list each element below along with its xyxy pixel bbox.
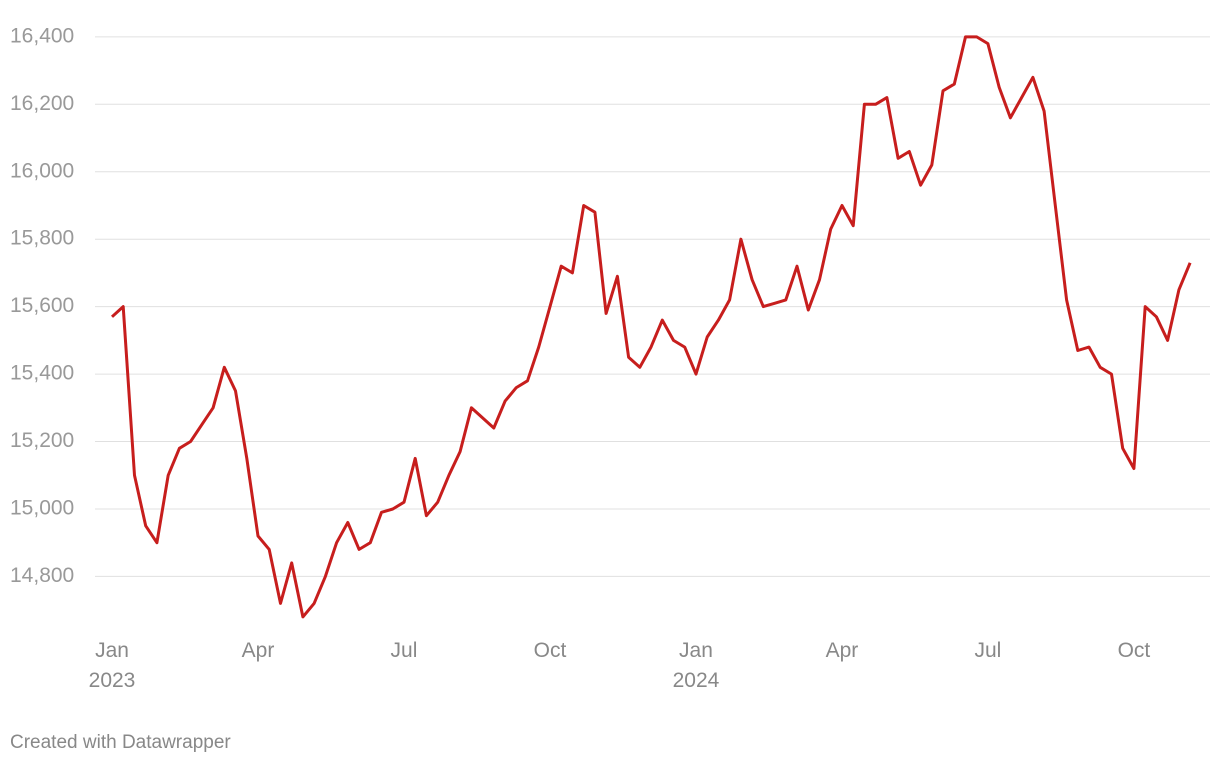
- x-tick-label: Jan 2023: [88, 639, 136, 692]
- y-tick-label: 14,800: [10, 564, 74, 587]
- x-tick-label: Apr: [825, 639, 859, 662]
- y-tick-label: 16,200: [10, 92, 74, 115]
- x-tick-label: Jul: [974, 639, 1002, 662]
- x-tick-label: Oct: [1117, 639, 1151, 662]
- x-tick-label: Jul: [390, 639, 418, 662]
- y-tick-label: 16,000: [10, 159, 74, 182]
- y-tick-label: 15,800: [10, 227, 74, 250]
- y-tick-label: 16,400: [10, 24, 74, 47]
- data-line: [110, 35, 1192, 619]
- y-tick-label: 15,000: [10, 497, 74, 520]
- y-tick-label: 15,600: [10, 294, 74, 317]
- source-note: Created with Datawrapper: [10, 732, 231, 753]
- x-tick-label: Apr: [241, 639, 275, 662]
- x-tick-label: Jan 2024: [672, 639, 720, 692]
- x-tick-label: Oct: [533, 639, 567, 662]
- y-tick-label: 15,400: [10, 362, 74, 385]
- y-tick-label: 15,200: [10, 429, 74, 452]
